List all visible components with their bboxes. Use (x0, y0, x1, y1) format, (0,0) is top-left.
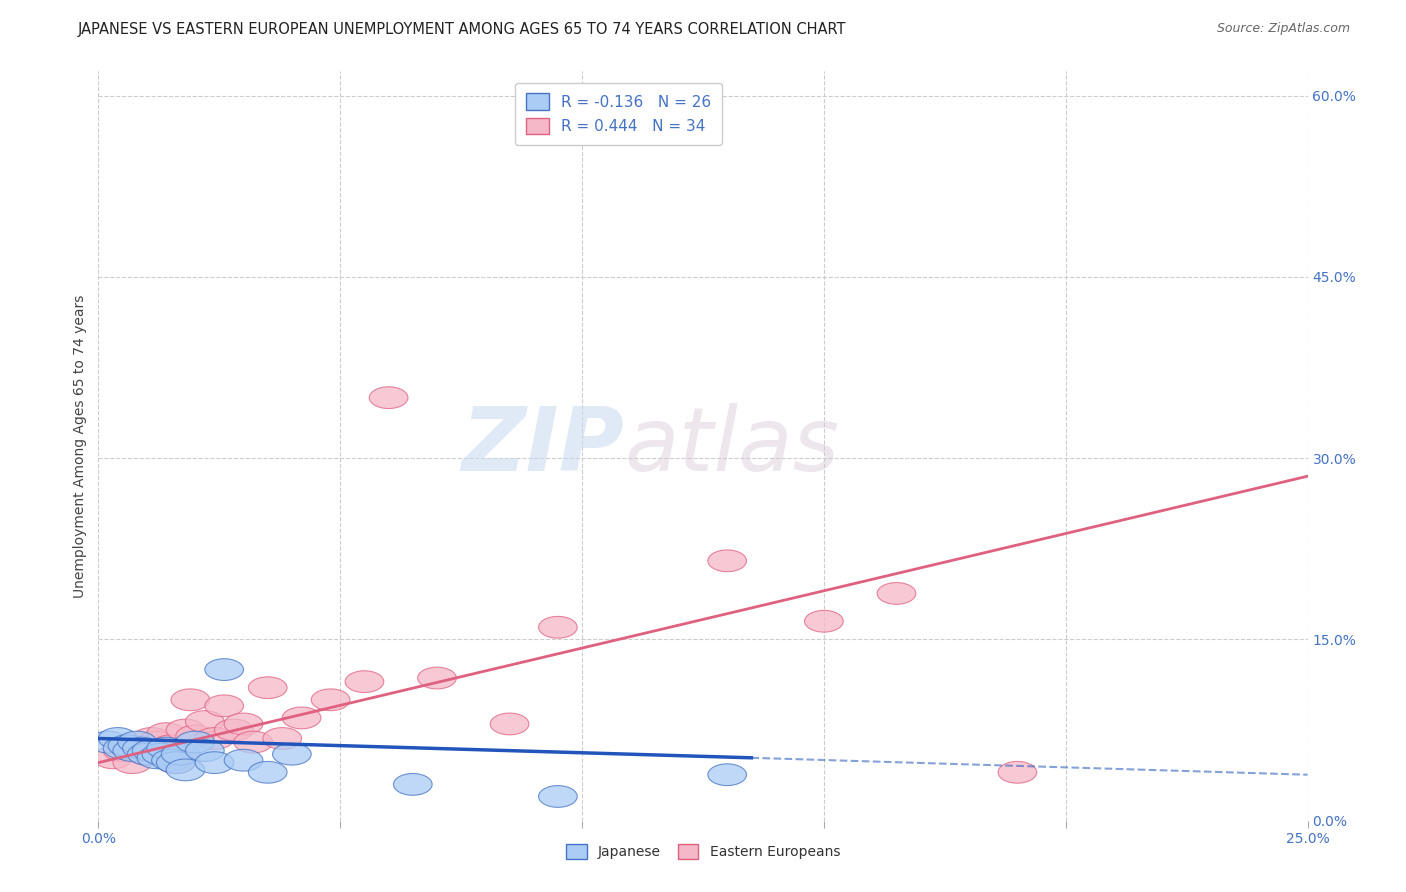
Ellipse shape (128, 743, 166, 765)
Ellipse shape (176, 731, 215, 753)
Ellipse shape (103, 739, 142, 762)
Ellipse shape (418, 667, 457, 689)
Ellipse shape (156, 752, 195, 773)
Text: Source: ZipAtlas.com: Source: ZipAtlas.com (1216, 22, 1350, 36)
Ellipse shape (152, 749, 190, 771)
Ellipse shape (707, 550, 747, 572)
Ellipse shape (538, 786, 578, 807)
Ellipse shape (491, 713, 529, 735)
Ellipse shape (707, 764, 747, 786)
Ellipse shape (89, 731, 128, 753)
Ellipse shape (233, 731, 273, 753)
Ellipse shape (132, 728, 172, 749)
Ellipse shape (394, 773, 432, 796)
Ellipse shape (112, 739, 152, 762)
Ellipse shape (142, 743, 180, 765)
Ellipse shape (152, 735, 190, 756)
Ellipse shape (370, 387, 408, 409)
Ellipse shape (166, 759, 205, 780)
Ellipse shape (146, 723, 186, 745)
Ellipse shape (205, 658, 243, 681)
Ellipse shape (249, 762, 287, 783)
Ellipse shape (273, 743, 311, 765)
Ellipse shape (98, 728, 138, 749)
Text: ZIP: ZIP (461, 402, 624, 490)
Ellipse shape (804, 610, 844, 632)
Y-axis label: Unemployment Among Ages 65 to 74 years: Unemployment Among Ages 65 to 74 years (73, 294, 87, 598)
Ellipse shape (215, 719, 253, 741)
Ellipse shape (283, 707, 321, 729)
Ellipse shape (186, 711, 224, 732)
Ellipse shape (108, 735, 146, 756)
Legend: Japanese, Eastern Europeans: Japanese, Eastern Europeans (560, 838, 846, 866)
Ellipse shape (344, 671, 384, 692)
Ellipse shape (112, 752, 152, 773)
Ellipse shape (224, 749, 263, 771)
Ellipse shape (138, 731, 176, 753)
Ellipse shape (166, 719, 205, 741)
Ellipse shape (249, 677, 287, 698)
Ellipse shape (94, 747, 132, 769)
Ellipse shape (156, 752, 195, 773)
Ellipse shape (998, 762, 1036, 783)
Ellipse shape (224, 713, 263, 735)
Ellipse shape (162, 743, 200, 765)
Ellipse shape (118, 738, 156, 759)
Ellipse shape (122, 738, 162, 759)
Ellipse shape (138, 747, 176, 769)
Ellipse shape (195, 728, 233, 749)
Ellipse shape (186, 739, 224, 762)
Ellipse shape (162, 743, 200, 765)
Text: JAPANESE VS EASTERN EUROPEAN UNEMPLOYMENT AMONG AGES 65 TO 74 YEARS CORRELATION : JAPANESE VS EASTERN EUROPEAN UNEMPLOYMEN… (77, 22, 846, 37)
Ellipse shape (176, 725, 215, 747)
Ellipse shape (263, 728, 301, 749)
Ellipse shape (538, 616, 578, 638)
Ellipse shape (103, 738, 142, 759)
Ellipse shape (172, 689, 209, 711)
Ellipse shape (128, 743, 166, 765)
Ellipse shape (146, 738, 186, 759)
Ellipse shape (205, 695, 243, 716)
Ellipse shape (877, 582, 915, 604)
Ellipse shape (118, 731, 156, 753)
Ellipse shape (132, 739, 172, 762)
Ellipse shape (142, 739, 180, 762)
Text: atlas: atlas (624, 403, 839, 489)
Ellipse shape (195, 752, 233, 773)
Ellipse shape (311, 689, 350, 711)
